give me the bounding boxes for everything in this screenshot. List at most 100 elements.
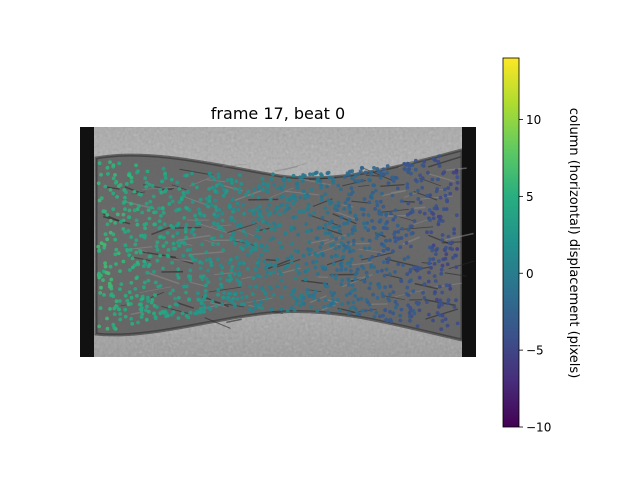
data-point — [111, 163, 116, 168]
data-point — [195, 185, 199, 190]
data-point — [323, 298, 328, 302]
data-point — [99, 285, 103, 290]
data-point — [99, 273, 103, 278]
tissue-fiber — [177, 234, 211, 242]
data-point — [183, 229, 188, 234]
data-point — [171, 225, 176, 230]
data-point — [440, 319, 445, 323]
data-point — [267, 222, 271, 227]
data-point — [147, 182, 152, 187]
data-point — [216, 257, 220, 262]
data-point — [335, 268, 339, 272]
data-point — [220, 218, 225, 223]
data-point — [252, 187, 257, 192]
data-point — [406, 303, 410, 308]
data-point — [180, 311, 185, 316]
data-point — [331, 180, 336, 185]
data-point — [208, 307, 213, 312]
data-point — [107, 281, 112, 286]
data-point — [129, 316, 134, 321]
data-point — [367, 286, 372, 291]
data-point — [98, 291, 103, 295]
data-point — [257, 212, 262, 217]
data-point — [114, 304, 119, 309]
tissue-fiber — [234, 189, 262, 201]
tissue-fiber — [332, 213, 357, 225]
data-point — [384, 213, 388, 218]
data-point — [444, 207, 449, 212]
data-point — [160, 179, 164, 184]
data-point — [175, 273, 180, 277]
data-point — [282, 266, 287, 270]
data-point — [209, 263, 214, 268]
data-point — [231, 207, 236, 211]
data-point — [173, 296, 178, 301]
data-point — [295, 299, 299, 303]
data-point — [177, 187, 182, 191]
data-point — [438, 299, 443, 304]
data-point — [264, 244, 269, 249]
data-point — [439, 267, 444, 272]
data-point — [372, 314, 377, 319]
data-point — [440, 290, 445, 295]
data-point — [224, 190, 228, 195]
colorbar-tick-label: 5 — [526, 190, 534, 204]
data-point — [130, 256, 135, 261]
data-point — [187, 297, 192, 302]
data-point — [217, 182, 222, 186]
data-point — [437, 259, 441, 263]
data-point — [277, 240, 282, 245]
data-point — [369, 263, 373, 267]
data-point — [193, 213, 197, 218]
data-point — [413, 158, 418, 163]
data-point — [208, 257, 212, 262]
data-point — [321, 253, 325, 258]
data-point — [108, 307, 112, 311]
data-point — [113, 173, 117, 177]
data-point — [157, 206, 162, 211]
data-point — [210, 242, 215, 247]
data-point — [375, 167, 380, 171]
data-point — [119, 282, 124, 286]
data-point — [171, 288, 175, 293]
data-point — [421, 290, 425, 295]
tissue-fiber — [380, 184, 405, 187]
data-point — [381, 260, 386, 264]
data-point — [123, 307, 128, 312]
data-point — [401, 263, 405, 267]
data-point — [235, 224, 240, 228]
data-point — [375, 296, 380, 300]
data-point — [340, 236, 345, 240]
data-point — [143, 233, 147, 238]
data-point — [237, 270, 241, 275]
data-point — [395, 223, 400, 228]
data-point — [99, 241, 104, 246]
data-point — [337, 224, 342, 229]
data-point — [154, 210, 158, 215]
data-point — [379, 173, 384, 178]
data-point — [297, 271, 301, 276]
data-point — [108, 230, 113, 235]
data-point — [186, 189, 191, 194]
tissue-fiber — [428, 173, 455, 182]
tissue-fiber — [399, 226, 434, 231]
data-point — [347, 278, 351, 283]
data-point — [339, 282, 344, 286]
data-point — [287, 198, 292, 203]
data-point — [437, 164, 442, 168]
data-point — [361, 266, 366, 271]
data-point — [444, 283, 449, 288]
data-point — [207, 199, 212, 204]
data-point — [124, 182, 129, 186]
data-point — [420, 163, 425, 168]
data-point — [174, 208, 179, 213]
tissue-fiber — [347, 261, 373, 266]
data-point — [248, 250, 253, 255]
data-point — [303, 174, 307, 178]
data-point — [250, 193, 255, 198]
data-point — [371, 183, 376, 188]
data-point — [315, 179, 319, 184]
data-point — [200, 242, 205, 247]
data-point — [241, 261, 246, 265]
data-point — [369, 308, 373, 312]
